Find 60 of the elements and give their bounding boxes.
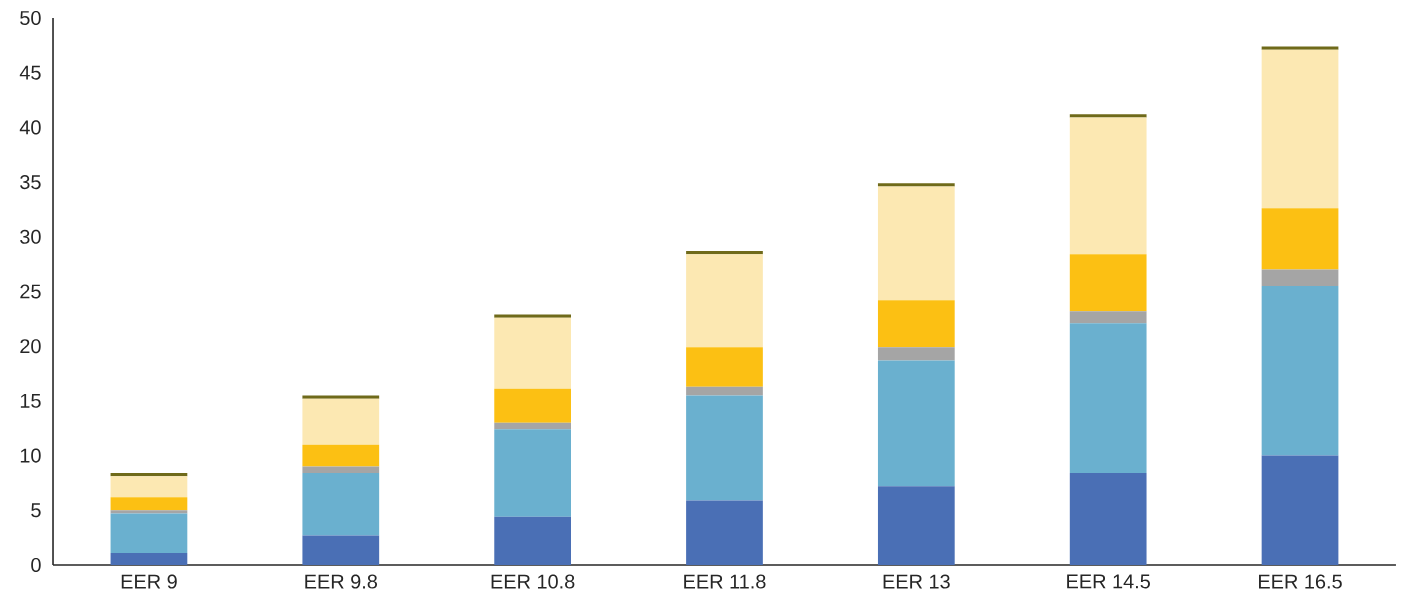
bar — [1261, 269, 1339, 287]
y-tick-label: 20 — [20, 339, 41, 354]
y-tick-label: 0 — [31, 557, 41, 573]
y-tick-label: 25 — [20, 284, 41, 299]
bar — [686, 347, 763, 387]
bar — [110, 476, 188, 498]
y-tick-label: 45 — [19, 65, 41, 80]
y-tick-label: 15 — [20, 393, 41, 408]
bar — [302, 444, 380, 467]
x-tick-label: EER 16.5 — [1259, 574, 1342, 589]
x-tick-label: EER 10.8 — [491, 574, 575, 589]
bar — [1261, 46, 1339, 50]
bar — [1261, 455, 1339, 565]
bar — [1069, 114, 1147, 118]
bar — [877, 347, 955, 361]
bar — [877, 183, 955, 187]
x-tick-label: EER 9.8 — [305, 574, 378, 589]
bar — [110, 552, 188, 565]
y-tick-label: 10 — [20, 448, 41, 463]
bar — [877, 360, 955, 487]
bar — [1069, 323, 1147, 474]
bar — [877, 186, 955, 301]
x-tick-label: EER 13 — [883, 574, 950, 589]
bar — [302, 466, 380, 474]
y-tick-label: 35 — [20, 175, 41, 190]
bar — [494, 388, 571, 423]
x-tick-label: EER 11.8 — [684, 574, 766, 589]
bar — [1069, 117, 1147, 255]
bar — [302, 395, 380, 399]
bar — [302, 535, 380, 565]
bar — [1069, 311, 1147, 324]
bar — [302, 398, 380, 445]
bar — [302, 473, 380, 536]
bar — [877, 300, 955, 348]
bar — [686, 500, 763, 565]
bar — [110, 513, 188, 553]
bar — [1261, 49, 1339, 209]
bar — [494, 516, 571, 565]
bar — [686, 395, 763, 501]
y-tick-label: 40 — [19, 120, 41, 135]
bar — [110, 473, 188, 477]
bar — [1261, 286, 1339, 456]
bar — [110, 497, 188, 511]
y-tick-label: 30 — [20, 229, 41, 244]
bar — [494, 317, 571, 389]
bar — [686, 254, 763, 348]
x-tick-label: EER 9 — [121, 574, 177, 589]
bar — [1261, 208, 1339, 270]
y-tick-label: 5 — [31, 503, 41, 518]
bar — [1069, 254, 1147, 312]
bar — [1069, 473, 1147, 565]
bar — [110, 510, 188, 514]
bar — [494, 422, 571, 430]
bar — [877, 486, 955, 565]
bar — [686, 251, 763, 255]
x-tick-label: EER 14.5 — [1067, 574, 1150, 589]
bar — [686, 386, 763, 396]
y-tick-label: 50 — [20, 10, 41, 26]
bar — [494, 314, 571, 318]
bar — [494, 429, 571, 517]
